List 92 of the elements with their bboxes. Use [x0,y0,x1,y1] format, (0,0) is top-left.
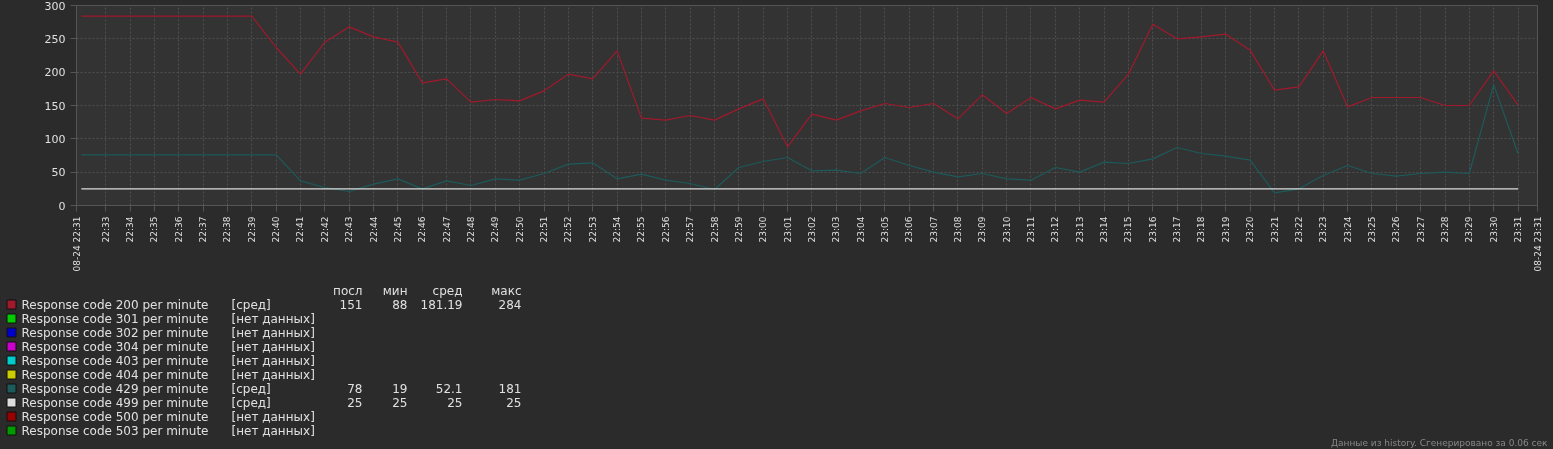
x-tick-label: 23:02 [806,216,817,243]
x-tick-label: 23:05 [879,216,890,243]
x-tick-label: 23:22 [1293,216,1304,243]
text: [нет данных] [231,423,315,438]
text: [нет данных] [231,367,315,382]
x-tick-label: 22:45 [392,216,403,243]
x-tick-label: 23:07 [928,216,939,243]
legend-label: Response code 500 per minute [21,409,209,424]
x-tick-label: 22:59 [733,216,744,243]
x-tick-label: 23:29 [1464,216,1475,243]
line-series [80,84,1519,194]
x-tick-label: 23:21 [1269,216,1280,243]
text: Данные из history. Сгенерировано за 0.06 сек [1330,437,1549,448]
x-tick-label: 23:13 [1074,216,1085,243]
x-tick-label: 23:03 [831,216,842,243]
x-tick-label: 22:37 [198,216,209,243]
x-tick-label: 22:42 [319,216,330,243]
x-tick-label: 23:31 [1513,216,1524,243]
x-tick-label: 08-24 23:31 [1532,216,1543,272]
text: [нет данных] [231,311,315,326]
x-tick-label: 23:01 [782,216,793,243]
text: [сред] 151 88 181.19 284 [231,297,522,312]
legend-label: Response code 301 per minute [21,311,209,326]
line-series [80,15,1519,148]
x-tick-label: 23:15 [1123,216,1134,243]
x-tick-label: 22:33 [100,216,111,243]
x-tick-label: 22:34 [125,216,136,243]
text: [нет данных] [231,409,315,424]
y-tick-label: 300 [44,0,66,13]
x-tick-label: 23:09 [977,216,988,243]
text: [нет данных] [231,325,315,340]
x-tick-label: 22:48 [465,216,476,243]
y-tick-label: 100 [44,132,66,146]
legend-label: Response code 429 per minute [21,381,209,396]
y-tick-label: 0 [58,199,66,213]
x-tick-label: 08-24 22:31 [71,216,82,272]
x-tick-label: 22:53 [587,216,598,243]
x-tick-label: 23:10 [1001,216,1012,243]
legend-label: Response code 403 per minute [21,353,209,368]
x-tick-label: 22:39 [246,216,257,243]
x-tick-label: 23:19 [1220,216,1231,243]
y-tick-label: 150 [44,99,66,113]
x-tick-label: 23:12 [1050,216,1061,243]
x-tick-label: 22:57 [685,216,696,243]
text: [сред] 25 25 25 25 [231,395,522,410]
text: [нет данных] [231,353,315,368]
x-tick-label: 23:20 [1245,216,1256,243]
text: [сред] 78 19 52.1 181 [231,381,522,396]
x-tick-label: 23:28 [1440,216,1451,243]
x-tick-label: 22:56 [660,216,671,243]
x-tick-label: 23:24 [1342,216,1353,243]
legend-label: Response code 499 per minute [21,395,209,410]
text: посл мин сред макс [333,283,522,298]
x-tick-label: 23:18 [1196,216,1207,243]
legend-label: Response code 503 per minute [21,423,209,438]
x-tick-label: 22:40 [271,216,282,243]
legend-label: Response code 404 per minute [21,367,209,382]
x-tick-label: 23:27 [1415,216,1426,243]
x-tick-label: 23:30 [1488,216,1499,243]
x-tick-label: 22:44 [368,216,379,243]
x-tick-label: 23:04 [855,216,866,243]
x-tick-label: 23:06 [904,216,915,243]
x-tick-label: 22:55 [636,216,647,243]
x-tick-label: 22:47 [441,216,452,243]
x-tick-label: 23:08 [952,216,963,243]
x-tick-label: 22:51 [539,216,550,243]
text: [нет данных] [231,339,315,354]
x-tick-label: 22:46 [417,216,428,243]
x-tick-label: 22:43 [344,216,355,243]
x-tick-label: 23:11 [1025,216,1036,243]
x-tick-label: 22:35 [149,216,160,243]
x-tick-label: 23:17 [1172,216,1183,243]
x-tick-label: 23:14 [1099,216,1110,243]
x-tick-label: 22:41 [295,216,306,243]
x-tick-label: 23:00 [758,216,769,243]
legend-label: Response code 302 per minute [21,325,209,340]
x-tick-label: 23:23 [1318,216,1329,243]
x-tick-label: 22:50 [514,216,525,243]
legend-label: Response code 304 per minute [21,339,209,354]
x-tick-label: 23:16 [1147,216,1158,243]
legend-label: Response code 200 per minute [21,297,209,312]
x-tick-label: 22:54 [612,216,623,243]
x-tick-label: 22:38 [222,216,233,243]
x-tick-label: 22:49 [490,216,501,243]
x-tick-label: 22:58 [709,216,720,243]
y-tick-label: 50 [51,166,66,180]
x-tick-label: 23:26 [1391,216,1402,243]
x-tick-label: 22:52 [563,216,574,243]
y-tick-label: 250 [44,32,66,46]
x-tick-label: 23:25 [1366,216,1377,243]
x-tick-label: 22:36 [173,216,184,243]
y-tick-label: 200 [44,66,66,80]
